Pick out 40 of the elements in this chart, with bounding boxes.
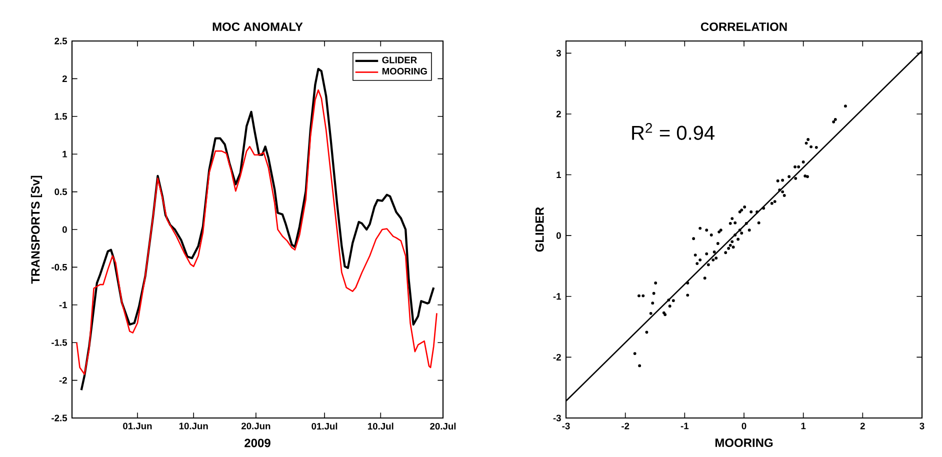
y-tick-label: -1.5 (52, 339, 68, 346)
x-axis-title: 2009 (244, 438, 270, 448)
x-tick-label: -3 (562, 422, 570, 430)
legend-label: MOORING (382, 68, 427, 74)
y-tick-label: 2.5 (54, 38, 68, 44)
x-axis-title: MOORING (715, 438, 773, 447)
x-tick-label: 2 (860, 422, 865, 430)
y-tick-label: 0.5 (54, 188, 68, 196)
y-axis-title: TRANSPORTS [Sv] (30, 176, 42, 284)
y-axis-title: GLIDER (535, 207, 544, 252)
y-tick-label: 1 (556, 172, 562, 178)
x-tick-label: 0 (742, 422, 746, 430)
legend-label: GLIDER (382, 56, 417, 64)
annotation: R$^{2}$ = 0.94 (632, 123, 715, 140)
y-tick-label: -1 (59, 302, 68, 308)
y-tick-label: 1 (62, 150, 68, 158)
x-tick-label: 01.Jul (312, 422, 338, 430)
chart-title: CORRELATION (700, 22, 787, 31)
y-tick-label: -3 (553, 414, 561, 422)
y-tick-label: 0 (556, 232, 561, 239)
y-tick-label: -1 (553, 293, 562, 300)
x-tick-label: 20.Jul (430, 422, 456, 430)
x-tick-label: 20.Jun (241, 422, 270, 430)
y-tick-label: 1.5 (54, 113, 68, 120)
y-tick-label: 2 (556, 110, 561, 118)
x-tick-label: 10.Jun (179, 422, 208, 430)
x-tick-label: 01.Jun (123, 422, 152, 430)
x-tick-label: -2 (622, 422, 630, 430)
y-tick-label: 2 (62, 75, 67, 82)
y-tick-label: 3 (556, 50, 561, 56)
y-tick-label: 0 (62, 226, 67, 233)
y-tick-label: -0.5 (52, 264, 68, 270)
x-tick-label: 3 (920, 422, 924, 430)
x-tick-label: 10.Jul (368, 422, 394, 430)
y-tick-label: -2.5 (52, 414, 68, 422)
chart-title: MOC ANOMALY (212, 22, 303, 31)
y-tick-label: -2 (59, 377, 67, 384)
x-tick-label: 1 (801, 422, 806, 430)
y-tick-label: -2 (553, 354, 561, 360)
x-tick-label: -1 (680, 422, 689, 430)
